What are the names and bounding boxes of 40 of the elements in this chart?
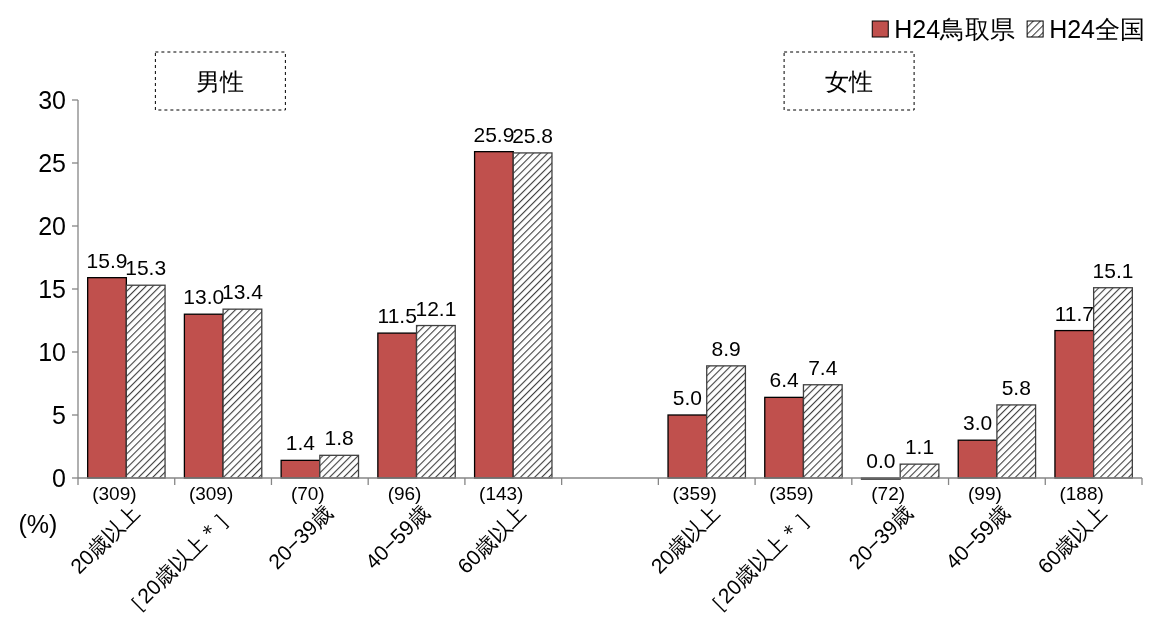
- y-tick-label: 0: [52, 464, 66, 492]
- text: (72): [871, 483, 906, 504]
- legend-label: H24全国: [1049, 15, 1145, 43]
- data-label: 1.1: [904, 435, 935, 459]
- data-label: 8.9: [711, 336, 741, 360]
- text: (143): [479, 483, 524, 504]
- data-label: 11.7: [1054, 301, 1094, 325]
- text: (96): [387, 483, 422, 504]
- text: (70): [290, 483, 325, 504]
- legend-label: H24鳥取県: [894, 15, 1016, 43]
- data-label: 0.0: [866, 449, 896, 472]
- text: (99): [968, 483, 1002, 504]
- y-axis-title: (%): [18, 510, 58, 538]
- text: (359): [769, 483, 814, 504]
- text: 女性: [825, 68, 874, 95]
- data-label: 6.4: [769, 368, 800, 392]
- data-label: 25.8: [512, 123, 554, 147]
- y-tick-label: 20: [38, 212, 66, 240]
- y-tick-label: 15: [38, 275, 66, 303]
- text: (309): [188, 483, 234, 504]
- y-tick-label: 30: [38, 86, 66, 114]
- text: (359): [672, 483, 717, 504]
- data-label: 5.8: [1001, 375, 1031, 399]
- data-label: 13.4: [222, 280, 264, 304]
- y-tick-label: 10: [38, 338, 66, 366]
- y-tick-label: 5: [52, 401, 66, 429]
- data-label: 11.5: [377, 304, 417, 328]
- text: 男性: [196, 68, 245, 95]
- text: (309): [92, 483, 137, 504]
- y-tick-label: 25: [38, 149, 66, 177]
- data-label: 12.1: [415, 296, 457, 320]
- data-label: 7.4: [808, 355, 838, 379]
- text: (188): [1059, 483, 1104, 504]
- data-label: 13.0: [183, 285, 225, 309]
- data-label: 1.4: [285, 431, 316, 455]
- data-label: 15.1: [1092, 258, 1134, 282]
- data-label: 1.8: [324, 426, 354, 450]
- data-label: 5.0: [672, 386, 702, 409]
- data-label: 15.9: [86, 248, 128, 272]
- data-label: 3.0: [962, 411, 993, 435]
